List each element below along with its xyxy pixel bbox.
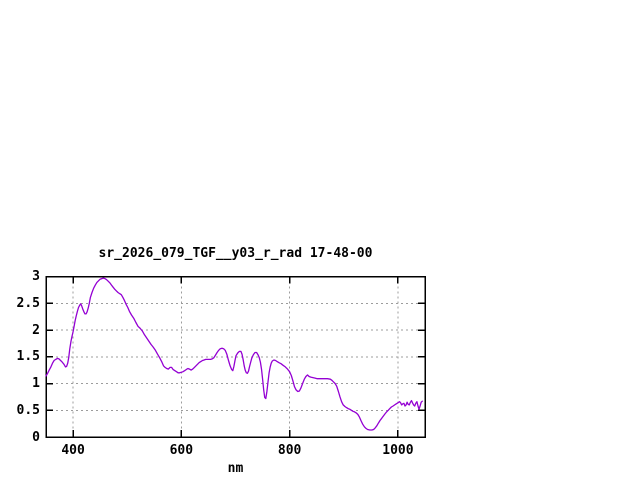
y-tick-label: 3 xyxy=(32,269,40,284)
chart-title: sr_2026_079_TGF__y03_r_rad 17-48-00 xyxy=(98,246,373,261)
y-tick-label: 2.5 xyxy=(16,295,40,311)
x-axis-label: nm xyxy=(227,461,244,476)
x-tick-label: 1000 xyxy=(382,443,414,458)
x-tick-label: 400 xyxy=(61,443,85,458)
series-line xyxy=(45,277,423,431)
y-tick-label: 1 xyxy=(32,376,40,391)
x-tick-label: 800 xyxy=(277,443,302,458)
y-tick-label: 2 xyxy=(32,322,40,338)
y-tick-label: 1.5 xyxy=(16,349,40,365)
y-tick-label: 0 xyxy=(32,429,40,445)
y-tick-label: 0.5 xyxy=(16,402,40,418)
x-tick-label: 600 xyxy=(169,443,194,458)
